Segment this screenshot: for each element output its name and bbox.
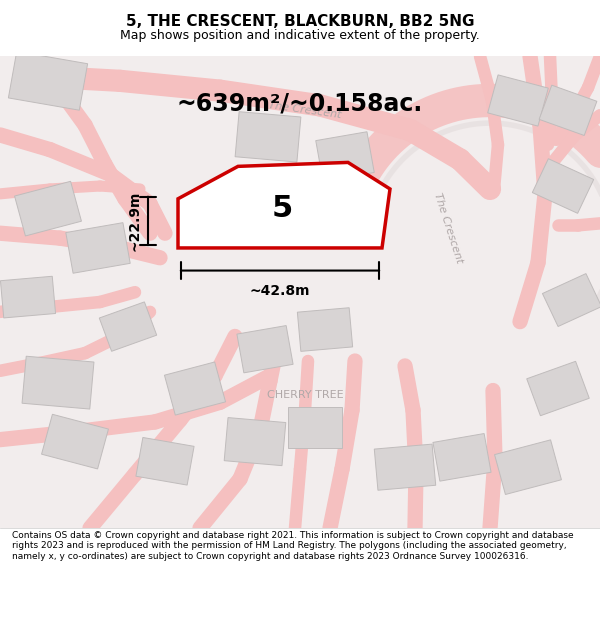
Polygon shape xyxy=(235,112,301,162)
Polygon shape xyxy=(99,302,157,351)
Polygon shape xyxy=(14,181,82,236)
Text: ~22.9m: ~22.9m xyxy=(127,191,141,251)
Polygon shape xyxy=(288,408,342,449)
Polygon shape xyxy=(41,414,109,469)
Polygon shape xyxy=(178,162,390,248)
Text: Contains OS data © Crown copyright and database right 2021. This information is : Contains OS data © Crown copyright and d… xyxy=(12,531,574,561)
Text: The Crescent: The Crescent xyxy=(432,192,464,265)
Text: 5, THE CRESCENT, BLACKBURN, BB2 5NG: 5, THE CRESCENT, BLACKBURN, BB2 5NG xyxy=(126,14,474,29)
Polygon shape xyxy=(136,438,194,485)
Polygon shape xyxy=(8,51,88,110)
Polygon shape xyxy=(433,434,491,481)
Polygon shape xyxy=(542,274,600,326)
Text: 5: 5 xyxy=(271,194,293,223)
Polygon shape xyxy=(539,85,597,136)
Text: Map shows position and indicative extent of the property.: Map shows position and indicative extent… xyxy=(120,29,480,42)
Polygon shape xyxy=(527,361,589,416)
Polygon shape xyxy=(164,362,226,415)
Polygon shape xyxy=(488,75,548,126)
Polygon shape xyxy=(374,444,436,490)
Polygon shape xyxy=(494,440,562,494)
Polygon shape xyxy=(1,276,56,318)
Text: ~639m²/~0.158ac.: ~639m²/~0.158ac. xyxy=(177,91,423,116)
Polygon shape xyxy=(316,132,374,181)
Polygon shape xyxy=(224,418,286,466)
Text: ~42.8m: ~42.8m xyxy=(250,284,310,298)
Text: CHERRY TREE: CHERRY TREE xyxy=(266,391,343,401)
Polygon shape xyxy=(22,356,94,409)
Text: The Crescent: The Crescent xyxy=(268,100,342,121)
Polygon shape xyxy=(237,326,293,373)
Polygon shape xyxy=(298,308,353,351)
Polygon shape xyxy=(66,222,130,273)
Polygon shape xyxy=(532,159,593,213)
